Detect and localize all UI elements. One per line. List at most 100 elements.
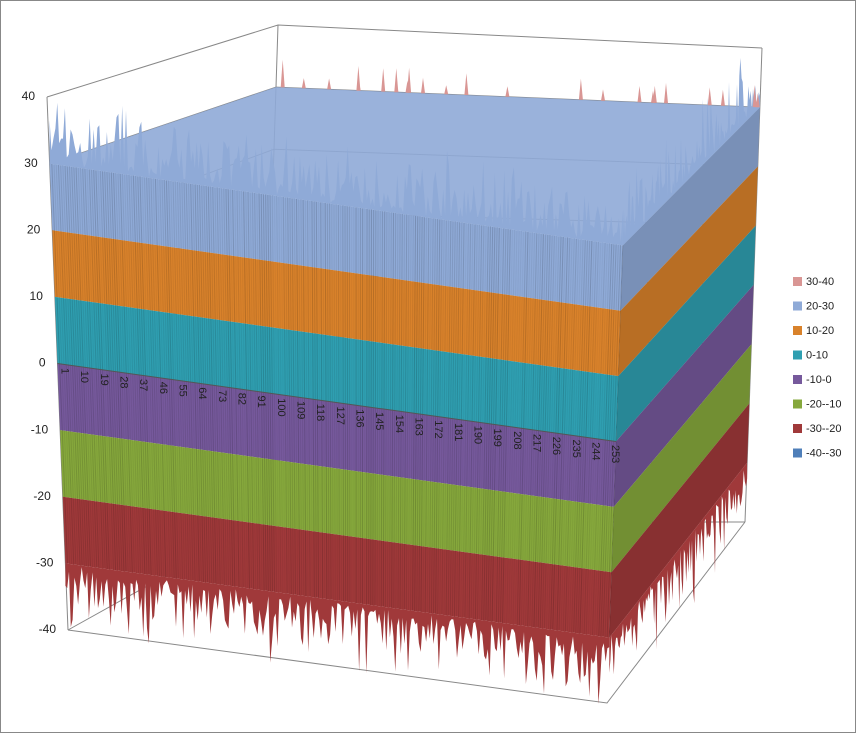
y-tick-label: -40	[39, 622, 57, 636]
surface-band-shade	[618, 166, 758, 377]
surface-fringe	[609, 462, 748, 675]
surface-band-side	[613, 285, 754, 507]
x-tick-label: 82	[236, 393, 248, 405]
surface-band-side	[611, 344, 752, 573]
x-tick-label: 118	[314, 404, 326, 422]
x-tick-label: 55	[177, 385, 189, 397]
legend-swatch	[793, 326, 802, 335]
surface-band-shade	[609, 403, 750, 638]
surface-band-shade	[620, 107, 760, 311]
surface-spike	[464, 73, 469, 95]
y-tick-label: -30	[36, 556, 54, 570]
x-tick-label: 199	[491, 428, 503, 446]
legend-label: -30--20	[806, 423, 841, 435]
surface-spike	[444, 85, 449, 95]
surface-band-side	[616, 225, 756, 442]
x-tick-label: 154	[393, 415, 405, 433]
surface-band-shade	[616, 225, 756, 442]
y-tick-label: -20	[33, 489, 51, 503]
x-tick-label: 226	[550, 437, 562, 455]
surface-band-side	[609, 403, 750, 638]
surface-spike	[280, 59, 285, 88]
x-tick-label: 109	[295, 401, 307, 419]
legend-label: -40--30	[806, 447, 841, 459]
legend-label: 0-10	[806, 349, 828, 361]
x-tick-label: 190	[472, 426, 484, 444]
surface-spike	[664, 83, 668, 104]
legend-swatch	[793, 301, 802, 311]
x-tick-label: 46	[157, 382, 169, 394]
surface-spike	[405, 80, 410, 93]
x-tick-label: 91	[255, 396, 267, 408]
surface-band-shade	[613, 285, 754, 507]
surface-band-side	[618, 166, 758, 377]
x-tick-label: 1	[59, 368, 71, 374]
y-tick-label: 0	[39, 356, 46, 370]
x-tick-label: 244	[589, 442, 601, 460]
surface-spike	[327, 78, 332, 90]
y-tick-label: -10	[31, 422, 49, 436]
x-tick-label: 208	[511, 431, 523, 449]
x-tick-label: 145	[373, 412, 385, 430]
surface-band-side	[620, 107, 760, 311]
x-tick-label: 100	[275, 398, 287, 416]
legend-label: -10-0	[806, 374, 832, 386]
surface-spike	[381, 68, 386, 92]
surface-spike	[578, 78, 583, 100]
surface-spike	[301, 78, 306, 89]
y-tick-label: 40	[22, 89, 36, 103]
surface-spike	[601, 89, 605, 101]
x-tick-label: 163	[413, 417, 425, 435]
surface-spike	[394, 68, 399, 93]
surface-top	[49, 87, 760, 246]
floor-edge	[67, 521, 746, 704]
surface-spike	[652, 85, 657, 103]
x-tick-label: 127	[334, 407, 346, 425]
x-axis	[57, 363, 617, 442]
labels: -40 -30 -20 -10 0 10 20 30 40 1 10 19 28 37 46 55 64 73 82…	[22, 89, 622, 636]
y-tick-label: 10	[30, 289, 44, 303]
surface-band-front	[52, 230, 621, 377]
x-tick-label: 136	[354, 409, 366, 427]
x-tick-label: 10	[78, 371, 90, 383]
legend-label: 30-40	[806, 276, 834, 288]
surface-spike	[707, 87, 712, 106]
y-tick-label: 20	[27, 222, 41, 236]
surface-band-front	[54, 296, 619, 442]
x-tick-label: 19	[98, 374, 110, 386]
y-tick-label: 30	[24, 156, 38, 170]
surface-spike	[421, 77, 425, 94]
x-tick-label: 253	[609, 445, 621, 463]
surface-fringe	[65, 563, 610, 704]
legend-swatch	[793, 399, 802, 409]
legend-swatch	[793, 350, 802, 360]
x-tick-label: 217	[530, 434, 542, 452]
surface-spike	[505, 86, 510, 97]
legend-label: -20--10	[806, 398, 841, 410]
surface-fringe	[49, 102, 623, 246]
x-tick-label: 235	[570, 439, 582, 457]
x-tick-label: 37	[137, 379, 149, 391]
surface-spike	[720, 89, 725, 106]
legend-label: 10-20	[806, 325, 834, 337]
legend-swatch	[793, 424, 802, 433]
x-tick-label: 64	[196, 387, 208, 399]
surface-band-front	[57, 363, 616, 507]
legend: 30-40 20-30 10-20 0-10 -10-0 -20--10 -30--20 -4…	[793, 276, 841, 459]
surface-band-front	[62, 496, 612, 638]
legend-swatch	[793, 375, 802, 384]
legend-swatch	[793, 277, 802, 286]
x-tick-label: 181	[452, 423, 464, 441]
surface-spike	[752, 85, 757, 107]
x-tick-label: 28	[118, 376, 130, 388]
x-tick-label: 73	[216, 390, 228, 402]
surface-fringe	[622, 57, 760, 246]
legend-label: 20-30	[806, 300, 834, 312]
legend-swatch	[793, 448, 802, 458]
x-tick-label: 172	[432, 420, 444, 438]
surface-spike	[356, 80, 361, 91]
surface-band-shade	[611, 344, 752, 573]
surface-band-front	[60, 430, 614, 573]
surface-band-front	[49, 163, 623, 311]
